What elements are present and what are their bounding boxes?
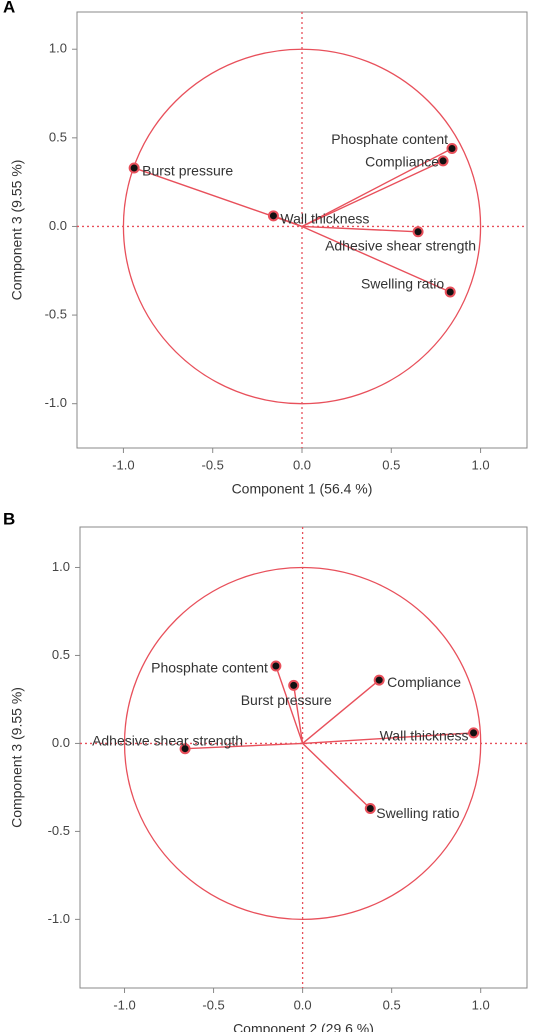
point-label: Burst pressure bbox=[142, 163, 233, 179]
loading-point bbox=[446, 142, 458, 154]
loading-point bbox=[437, 155, 449, 167]
loading-arrow bbox=[185, 742, 303, 750]
loading-arrow bbox=[302, 742, 371, 810]
point-label: Phosphate content bbox=[331, 131, 448, 147]
y-tick-label: 0.5 bbox=[49, 129, 67, 144]
x-tick-label: 0.5 bbox=[382, 457, 400, 472]
x-tick-label: -0.5 bbox=[202, 457, 224, 472]
point-label: Wall thickness bbox=[280, 211, 369, 227]
loading-point bbox=[179, 743, 191, 755]
loading-point bbox=[288, 679, 300, 691]
loading-arrow bbox=[293, 685, 304, 744]
loading-arrow bbox=[301, 225, 451, 293]
x-tick-label: 0.0 bbox=[293, 457, 311, 472]
y-tick-label: -0.5 bbox=[45, 307, 67, 322]
point-label: Adhesive shear strength bbox=[92, 732, 243, 748]
loading-arrow bbox=[301, 225, 419, 233]
x-tick-label: 1.0 bbox=[472, 457, 490, 472]
loading-arrow bbox=[301, 160, 444, 228]
x-tick-label: -1.0 bbox=[113, 997, 135, 1012]
x-tick-label: 0.5 bbox=[383, 997, 401, 1012]
loading-point bbox=[373, 674, 385, 686]
loading-point bbox=[444, 286, 456, 298]
loading-point bbox=[364, 803, 376, 815]
loading-point bbox=[267, 210, 279, 222]
panel-label: B bbox=[3, 509, 15, 528]
x-axis-title: Component 2 (29.6 %) bbox=[233, 1021, 374, 1032]
x-tick-label: 0.0 bbox=[294, 997, 312, 1012]
point-label: Compliance bbox=[365, 154, 439, 170]
y-axis-title: Component 3 (9.55 %) bbox=[9, 160, 25, 301]
loading-arrow bbox=[275, 665, 304, 744]
y-tick-label: 0.0 bbox=[49, 218, 67, 233]
point-label: Wall thickness bbox=[380, 728, 469, 744]
y-tick-label: 1.0 bbox=[49, 41, 67, 56]
point-label: Adhesive shear strength bbox=[325, 237, 476, 253]
point-label: Burst pressure bbox=[241, 692, 332, 708]
y-tick-label: 0.0 bbox=[52, 735, 70, 750]
plot-frame bbox=[79, 526, 528, 989]
y-tick-label: -1.0 bbox=[48, 911, 70, 926]
loading-point bbox=[128, 162, 140, 174]
x-tick-label: 1.0 bbox=[472, 997, 490, 1012]
x-tick-label: -0.5 bbox=[202, 997, 224, 1012]
y-tick-label: -0.5 bbox=[48, 823, 70, 838]
x-tick-label: -1.0 bbox=[112, 457, 134, 472]
loading-point bbox=[468, 727, 480, 739]
point-label: Compliance bbox=[387, 674, 461, 690]
panel-label: A bbox=[3, 0, 15, 16]
x-axis-title: Component 1 (56.4 %) bbox=[232, 481, 373, 497]
y-tick-label: 0.5 bbox=[52, 647, 70, 662]
loading-arrow bbox=[302, 732, 474, 745]
y-tick-label: -1.0 bbox=[45, 395, 67, 410]
loading-point bbox=[412, 226, 424, 238]
unit-circle bbox=[123, 566, 482, 921]
unit-circle bbox=[122, 48, 482, 405]
loading-arrow bbox=[301, 147, 453, 228]
loading-point bbox=[270, 660, 282, 672]
y-axis-title: Component 3 (9.55 %) bbox=[9, 687, 25, 828]
y-tick-label: 1.0 bbox=[52, 559, 70, 574]
point-label: Swelling ratio bbox=[361, 276, 444, 292]
loading-arrow bbox=[302, 679, 380, 744]
point-label: Swelling ratio bbox=[376, 805, 459, 821]
point-label: Phosphate content bbox=[151, 660, 268, 676]
